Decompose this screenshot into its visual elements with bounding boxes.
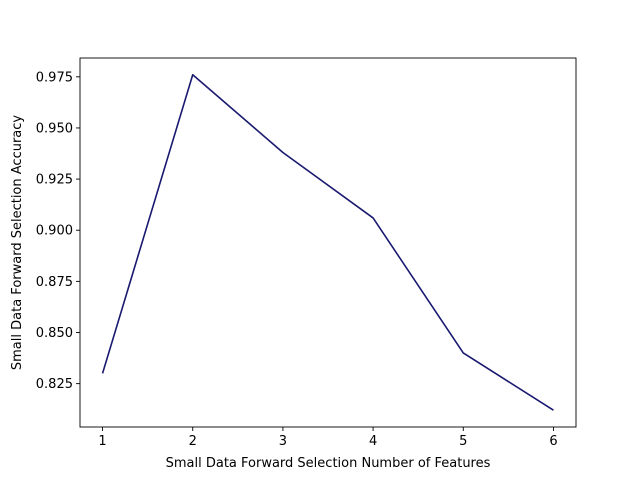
plot-frame <box>79 57 577 428</box>
y-tick-label: 0.975 <box>36 70 73 85</box>
y-tick-label: 0.825 <box>36 377 73 392</box>
y-tick-label: 0.925 <box>36 173 73 188</box>
x-tick-label: 6 <box>549 434 557 449</box>
axis-ticks: 1 2 3 4 5 6 0.825 0.850 0.875 0.900 0.925 0.950 0.97… <box>36 70 558 449</box>
x-tick-label: 4 <box>369 434 377 449</box>
x-tick-label: 2 <box>189 434 197 449</box>
plot-area <box>101 73 554 411</box>
x-tick-label: 3 <box>279 434 287 449</box>
x-tick-label: 5 <box>459 434 467 449</box>
y-tick-label: 0.900 <box>36 224 73 239</box>
y-tick-label: 0.950 <box>36 121 73 136</box>
x-tick-label: 1 <box>98 434 106 449</box>
y-tick-label: 0.875 <box>36 275 73 290</box>
series-line-1 <box>101 73 554 411</box>
y-tick-label: 0.850 <box>36 326 73 341</box>
x-axis-label: Small Data Forward Selection Number of F… <box>166 456 491 471</box>
y-axis-label: Small Data Forward Selection Accuracy <box>10 115 25 371</box>
